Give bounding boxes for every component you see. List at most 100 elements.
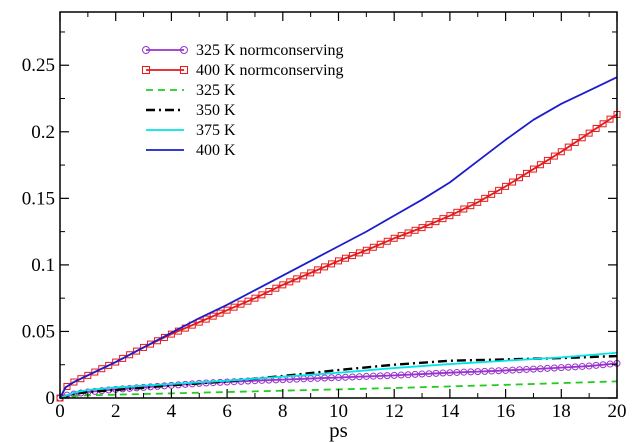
- x-tick-label: 18: [552, 401, 571, 422]
- data-point: [509, 366, 517, 374]
- data-point: [599, 361, 607, 369]
- data-point: [328, 374, 336, 382]
- legend-item: 350 K: [146, 102, 236, 119]
- legend-item: 375 K: [146, 122, 236, 139]
- x-tick-label: 2: [111, 401, 121, 422]
- data-point: [495, 367, 503, 375]
- x-tick-label: 10: [329, 401, 348, 422]
- legend: 325 K normconserving 400 K normconserving…: [142, 42, 344, 159]
- series-line: [59, 76, 618, 399]
- data-point: [606, 115, 614, 123]
- data-point: [321, 374, 329, 382]
- data-point: [91, 368, 99, 376]
- data-point: [84, 371, 92, 379]
- data-point: [244, 297, 252, 305]
- data-point: [244, 377, 252, 385]
- data-point: [265, 288, 273, 296]
- data-point: [578, 134, 586, 142]
- data-point: [70, 378, 78, 386]
- data-point: [516, 366, 524, 374]
- y-tick-label: 0.05: [22, 321, 55, 342]
- data-point: [279, 281, 287, 289]
- data-point: [355, 249, 363, 257]
- data-point: [383, 237, 391, 245]
- series-6: [59, 76, 618, 399]
- legend-label: 400 K normconserving: [196, 62, 344, 79]
- data-point: [585, 129, 593, 137]
- data-point: [502, 366, 510, 374]
- data-point: [119, 354, 127, 362]
- data-point: [564, 363, 572, 371]
- data-point: [237, 300, 245, 308]
- data-point: [467, 368, 475, 376]
- data-point: [509, 178, 517, 186]
- data-point: [397, 371, 405, 379]
- data-point: [502, 182, 510, 190]
- y-tick-label: 0.15: [22, 188, 55, 209]
- data-point: [328, 260, 336, 268]
- data-point: [439, 215, 447, 223]
- ticks-layer: 0 2 4 6 8 10 12 14 16 18 20 0 0.05 0.1 0.15 0.2 0.25: [22, 12, 627, 422]
- data-point: [529, 165, 537, 173]
- data-point: [216, 309, 224, 317]
- data-point: [446, 369, 454, 377]
- data-point: [105, 361, 113, 369]
- data-point: [362, 246, 370, 254]
- data-point: [348, 373, 356, 381]
- data-point: [592, 124, 600, 132]
- data-point: [133, 347, 141, 355]
- data-point: [557, 148, 565, 156]
- data-point: [571, 363, 579, 371]
- series-line: [59, 113, 618, 399]
- data-point: [467, 202, 475, 210]
- data-point: [383, 372, 391, 380]
- data-point: [376, 240, 384, 248]
- data-point: [286, 278, 294, 286]
- data-point: [516, 174, 524, 182]
- data-point: [223, 306, 231, 314]
- legend-marker: [180, 46, 188, 54]
- data-point: [404, 229, 412, 237]
- y-tick-label: 0.25: [22, 55, 55, 76]
- legend-item: 325 K: [146, 82, 236, 99]
- data-point: [453, 368, 461, 376]
- x-tick-label: 12: [385, 401, 404, 422]
- data-point: [272, 284, 280, 292]
- data-point: [564, 143, 572, 151]
- data-point: [446, 212, 454, 220]
- x-tick-label: 14: [440, 401, 460, 422]
- data-point: [321, 263, 329, 271]
- data-point: [432, 369, 440, 377]
- data-point: [488, 190, 496, 198]
- data-point: [418, 224, 426, 232]
- data-point: [606, 360, 614, 368]
- data-point: [348, 252, 356, 260]
- series-5: [59, 351, 618, 399]
- data-point: [369, 243, 377, 251]
- data-point: [335, 257, 342, 265]
- data-point: [529, 365, 537, 373]
- data-point: [599, 120, 607, 128]
- legend-label: 325 K normconserving: [196, 42, 344, 59]
- x-tick-label: 20: [608, 401, 627, 422]
- data-point: [411, 226, 419, 234]
- x-tick-label: 0: [55, 401, 65, 422]
- data-point: [376, 372, 384, 380]
- data-point: [543, 156, 551, 164]
- data-point: [209, 312, 217, 320]
- data-point: [439, 369, 447, 377]
- data-point: [550, 364, 558, 372]
- legend-label: 400 K: [196, 142, 236, 159]
- data-point: [425, 370, 433, 378]
- legend-item: 325 K normconserving: [142, 42, 344, 59]
- data-point: [258, 291, 266, 299]
- legend-marker: [142, 46, 150, 54]
- data-point: [522, 365, 530, 373]
- y-tick-label: 0.2: [31, 122, 55, 143]
- data-point: [460, 368, 468, 376]
- data-point: [300, 272, 308, 280]
- x-tick-label: 8: [278, 401, 288, 422]
- data-point: [307, 269, 315, 277]
- data-point: [355, 373, 363, 381]
- y-tick-label: 0: [46, 388, 56, 409]
